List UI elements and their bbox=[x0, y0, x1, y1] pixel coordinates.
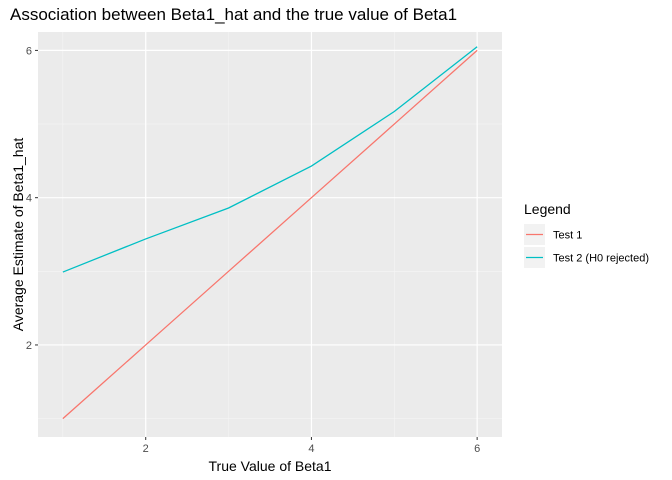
major-gridlines bbox=[38, 32, 502, 437]
y-axis-title: Average Estimate of Beta1_hat bbox=[10, 138, 26, 332]
legend: Legend Test 1 Test 2 (H0 rejected) bbox=[524, 201, 649, 268]
series-lines bbox=[62, 46, 478, 420]
axis-ticks bbox=[35, 49, 478, 440]
y-tick-label: 4 bbox=[26, 193, 32, 205]
y-tick-label: 2 bbox=[26, 340, 32, 352]
x-tick-label: 4 bbox=[308, 443, 314, 455]
axis-tick-labels: 2 4 6 2 4 6 bbox=[26, 45, 480, 455]
minor-gridlines bbox=[38, 32, 502, 437]
series-line-2 bbox=[62, 46, 478, 273]
legend-items: Test 1 Test 2 (H0 rejected) bbox=[524, 224, 649, 268]
y-tick-label: 6 bbox=[26, 45, 32, 57]
legend-label: Test 2 (H0 rejected) bbox=[553, 253, 649, 265]
x-tick-label: 2 bbox=[143, 443, 149, 455]
series-line-1 bbox=[62, 49, 478, 420]
legend-title: Legend bbox=[524, 201, 571, 217]
x-tick-label: 6 bbox=[474, 443, 480, 455]
chart-title: Association between Beta1_hat and the tr… bbox=[10, 5, 457, 24]
x-axis-title: True Value of Beta1 bbox=[209, 458, 332, 474]
legend-label: Test 1 bbox=[553, 230, 582, 242]
